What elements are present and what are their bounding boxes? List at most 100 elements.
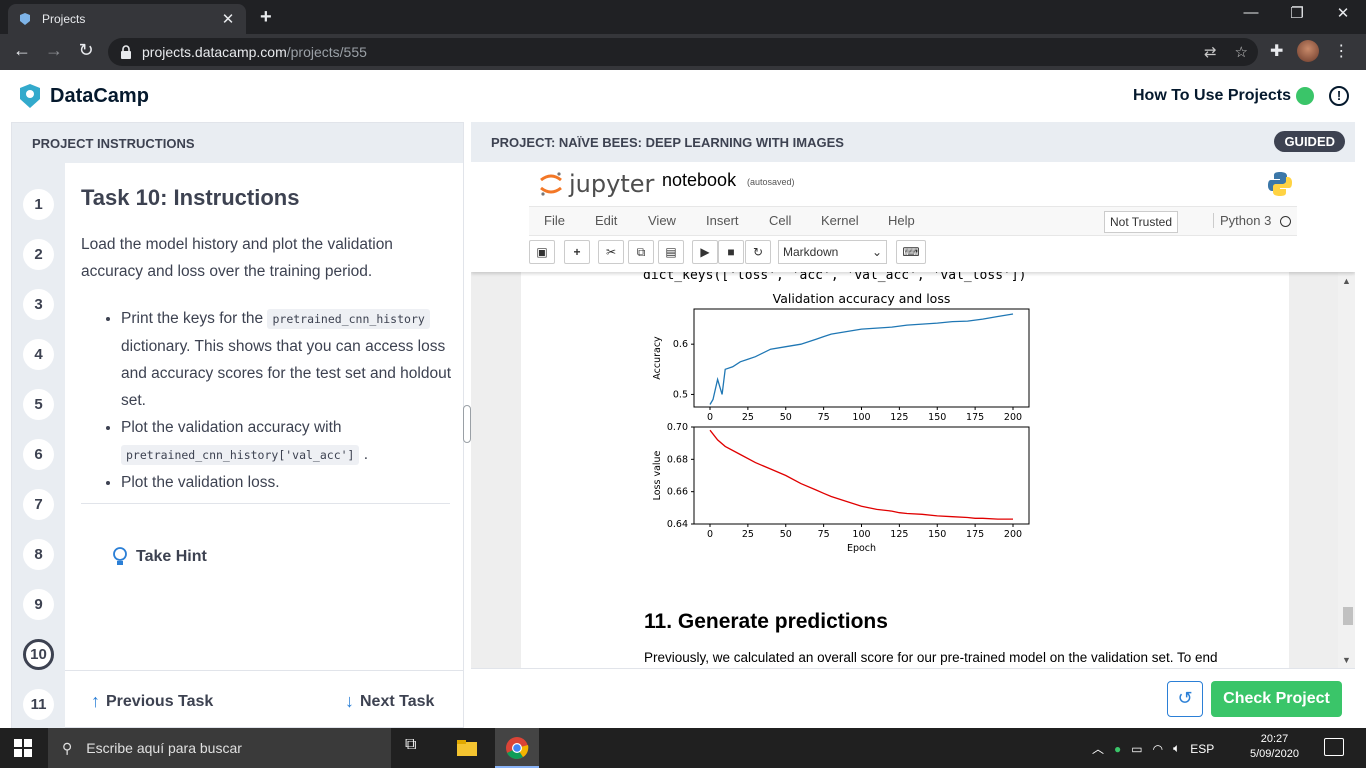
x-tick-label: 200 — [1004, 412, 1022, 423]
instruction-text: . — [363, 446, 369, 463]
copy-icon[interactable]: ⧉ — [628, 240, 654, 264]
x-tick-label: 125 — [890, 529, 908, 540]
y-tick-label: 0.66 — [667, 487, 688, 498]
chrome-menu-icon[interactable]: ⋮ — [1333, 43, 1350, 60]
alert-icon[interactable]: ! — [1329, 86, 1349, 106]
step-7[interactable]: 7 — [23, 489, 54, 520]
menu-insert[interactable]: Insert — [706, 213, 739, 228]
y-tick-label: 0.6 — [673, 339, 688, 350]
save-icon[interactable]: ▣ — [529, 240, 555, 264]
step-5[interactable]: 5 — [23, 389, 54, 420]
cell-type-select[interactable]: Markdown ⌄ — [778, 240, 887, 264]
browser-tabbar: Projects ✕ + — ❐ ✕ — [0, 0, 1366, 34]
clock[interactable]: 20:27 5/09/2020 — [1250, 732, 1299, 762]
x-tick-label: 25 — [742, 529, 754, 540]
extensions-puzzle-icon[interactable]: ✚ — [1270, 43, 1284, 60]
task-view-icon[interactable]: ⧉ — [405, 736, 417, 753]
x-tick-label: 50 — [780, 412, 792, 423]
task-steps: 1 2 3 4 5 6 7 8 9 10 11 — [12, 163, 65, 728]
window-close-icon[interactable]: ✕ — [1336, 5, 1350, 22]
project-panel: PROJECT: NAÏVE BEES: DEEP LEARNING WITH … — [471, 122, 1355, 728]
notebook-name[interactable]: notebook — [662, 170, 737, 190]
step-8[interactable]: 8 — [23, 539, 54, 570]
notifications-icon[interactable] — [1324, 738, 1344, 756]
menu-help[interactable]: Help — [888, 213, 915, 228]
chrome-taskbar-button[interactable] — [495, 728, 539, 768]
notebook-scrollbar[interactable]: ▲ ▼ — [1338, 272, 1355, 668]
panel-resize-handle[interactable] — [463, 405, 471, 443]
jupyter-orbit-icon — [540, 172, 562, 196]
scroll-up-icon[interactable]: ▲ — [1342, 276, 1351, 286]
python-logo-icon — [1268, 172, 1292, 196]
datacamp-header: DataCamp How To Use Projects ! — [0, 70, 1366, 122]
taskbar-search-input[interactable]: ⚲ Escribe aquí para buscar — [48, 728, 391, 768]
menu-file[interactable]: File — [544, 213, 565, 228]
step-2[interactable]: 2 — [23, 239, 54, 270]
datacamp-logo[interactable]: DataCamp — [18, 83, 149, 109]
close-tab-icon[interactable]: ✕ — [221, 11, 235, 28]
x-tick-label: 150 — [928, 412, 946, 423]
take-hint-button[interactable]: Take Hint — [112, 547, 207, 567]
restore-icon[interactable]: ❐ — [1290, 5, 1304, 22]
x-tick-label: 150 — [928, 529, 946, 540]
step-9[interactable]: 9 — [23, 589, 54, 620]
x-tick-label: 200 — [1004, 529, 1022, 540]
security-icon[interactable]: ● — [1114, 741, 1122, 756]
code-snippet: pretrained_cnn_history['val_acc'] — [121, 445, 360, 465]
chrome-icon — [506, 737, 529, 759]
lightbulb-icon — [113, 547, 127, 565]
project-title: PROJECT: NAÏVE BEES: DEEP LEARNING WITH … — [471, 122, 1355, 162]
step-3[interactable]: 3 — [23, 289, 54, 320]
lock-icon — [121, 45, 131, 59]
keyboard-icon[interactable]: ⌨ — [896, 240, 926, 264]
url-path: /projects/555 — [286, 44, 367, 60]
step-11[interactable]: 11 — [23, 689, 54, 720]
back-icon[interactable]: ← — [13, 40, 31, 60]
arrow-down-icon: ↓ — [345, 691, 354, 711]
menu-view[interactable]: View — [648, 213, 676, 228]
menu-cell[interactable]: Cell — [769, 213, 792, 228]
minimize-icon[interactable]: — — [1243, 4, 1259, 21]
show-hidden-icons-icon[interactable]: ︿ — [1092, 742, 1105, 756]
insert-cell-icon[interactable]: + — [564, 240, 590, 264]
scroll-down-icon[interactable]: ▼ — [1342, 655, 1351, 665]
jupyter-logo[interactable]: jupyter — [539, 170, 654, 198]
bookmark-star-icon[interactable]: ☆ — [1234, 44, 1248, 61]
y-axis-label: Accuracy — [652, 336, 663, 380]
next-task-button[interactable]: ↓ Next Task — [345, 691, 434, 712]
step-6[interactable]: 6 — [23, 439, 54, 470]
volume-icon[interactable]: 🔈︎ — [1173, 741, 1181, 755]
how-to-use-projects-link[interactable]: How To Use Projects — [1133, 87, 1291, 104]
clock-time: 20:27 — [1260, 733, 1289, 745]
wifi-icon[interactable]: ◠ — [1152, 741, 1164, 756]
run-icon[interactable]: ▶ — [692, 240, 718, 264]
extension-area: ✚ ⋮ — [1270, 40, 1349, 62]
url-input[interactable]: projects.datacamp.com/projects/555 ⇄ ☆ — [108, 38, 1258, 66]
check-project-button[interactable]: Check Project — [1211, 681, 1342, 717]
battery-icon[interactable]: ▭ — [1131, 741, 1143, 756]
windows-start-icon[interactable] — [14, 739, 32, 757]
language-indicator[interactable]: ESP — [1190, 741, 1215, 756]
step-10-active[interactable]: 10 — [23, 639, 54, 670]
previous-task-button[interactable]: ↑ Previous Task — [91, 691, 213, 712]
not-trusted-button[interactable]: Not Trusted — [1104, 211, 1179, 233]
menu-edit[interactable]: Edit — [595, 213, 618, 228]
paste-icon[interactable]: ▤ — [658, 240, 684, 264]
forward-icon[interactable]: → — [45, 40, 63, 60]
translate-icon[interactable]: ⇄ — [1203, 44, 1217, 61]
step-4[interactable]: 4 — [23, 339, 54, 370]
reset-button[interactable]: ↺ — [1167, 681, 1203, 717]
new-tab-icon[interactable]: + — [260, 6, 272, 28]
instruction-item: Plot the validation accuracy with pretra… — [121, 414, 451, 469]
cut-icon[interactable]: ✂ — [598, 240, 624, 264]
restart-icon[interactable]: ↻ — [745, 240, 771, 264]
profile-avatar[interactable] — [1297, 40, 1320, 62]
scrollbar-thumb[interactable] — [1343, 607, 1353, 625]
tab-projects[interactable]: Projects ✕ — [8, 4, 246, 34]
stop-icon[interactable]: ■ — [718, 240, 744, 264]
x-tick-label: 50 — [780, 529, 792, 540]
reload-icon[interactable]: ↻ — [78, 40, 94, 60]
menu-kernel[interactable]: Kernel — [821, 213, 859, 228]
file-explorer-icon[interactable] — [455, 736, 479, 760]
step-1[interactable]: 1 — [23, 189, 54, 220]
